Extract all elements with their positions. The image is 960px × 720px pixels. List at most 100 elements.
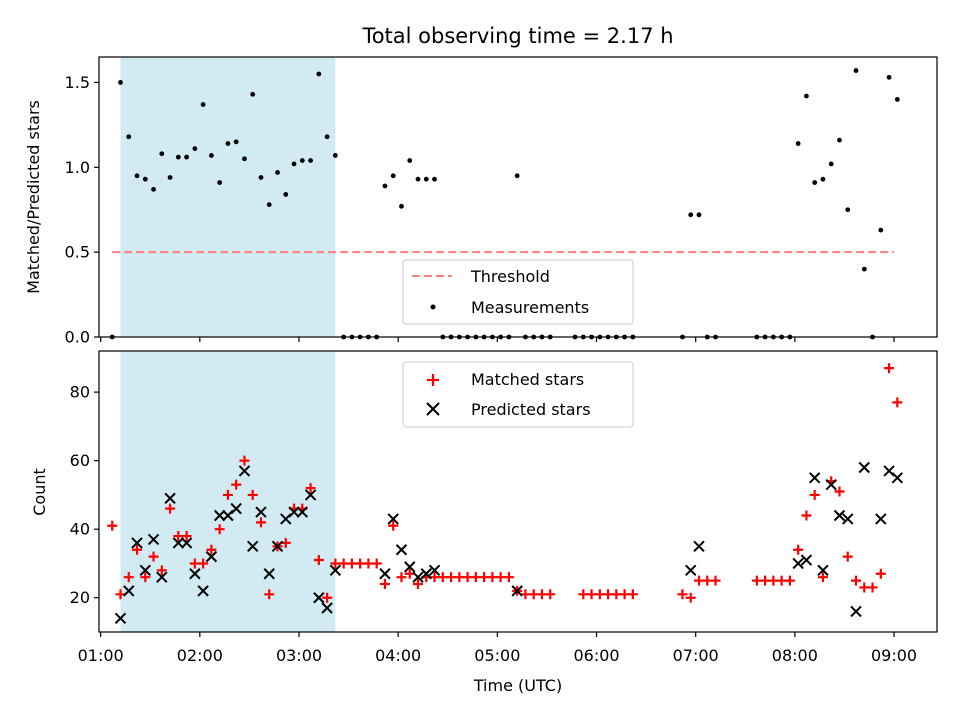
measurement-point	[266, 202, 272, 208]
matched-star-point	[123, 572, 134, 583]
measurement-point	[415, 176, 421, 182]
predicted-star-point	[428, 564, 441, 577]
predicted-star-point	[147, 533, 160, 546]
predicted-star-point	[792, 557, 804, 570]
matched-star-point	[140, 572, 151, 583]
matched-star-point	[148, 551, 159, 562]
matched-star-point	[404, 568, 415, 579]
chart-title: Total observing time = 2.17 h	[361, 24, 673, 48]
matched-star-point	[793, 544, 804, 555]
measurement-point	[804, 93, 809, 99]
measurement-point	[258, 175, 264, 180]
predicted-star-point	[172, 537, 185, 549]
measurement-point	[250, 91, 256, 97]
predicted-star-point	[693, 540, 705, 553]
matched-star-point	[156, 565, 167, 576]
measurement-point	[233, 139, 239, 145]
matched-star-point	[817, 572, 828, 583]
matched-star-point	[842, 551, 853, 562]
matched-star-point	[313, 555, 324, 566]
measurement-point	[407, 158, 413, 163]
top-legend: Threshold Measurements	[402, 259, 634, 325]
matched-star-point	[107, 520, 118, 531]
measurement-point	[812, 180, 818, 185]
measurement-point	[167, 175, 173, 180]
predicted-star-point	[247, 540, 259, 553]
x-tick-label: 06:00	[573, 646, 619, 665]
measurement-point	[208, 153, 214, 158]
measurement-point	[192, 146, 198, 152]
matched-star-point	[255, 517, 266, 528]
measurement-point	[861, 266, 867, 272]
predicted-star-point	[387, 513, 399, 525]
measurement-point	[332, 153, 338, 158]
predicted-star-point	[180, 537, 193, 549]
matched-star-point	[305, 483, 316, 494]
measurement-point	[696, 212, 702, 218]
matched-star-point	[198, 558, 209, 569]
matched-star-point	[685, 592, 696, 603]
predicted-star-point	[255, 506, 267, 518]
matched-star-point	[545, 589, 556, 600]
measurement-point	[324, 134, 330, 140]
measurement-point	[242, 156, 247, 162]
measurement-point	[134, 173, 140, 179]
legend-measurements-label: Measurements	[471, 298, 589, 317]
predicted-star-point	[395, 544, 408, 556]
bottom-x-ticks: 01:00 02:00 03:00 04:00 05:00 06:00 07:00 08:00…	[78, 632, 917, 665]
measurement-point	[283, 192, 289, 197]
predicted-star-point	[875, 513, 887, 525]
matched-star-point	[627, 589, 638, 600]
matched-star-point	[809, 489, 820, 500]
matched-star-point	[801, 510, 812, 521]
matched-star-point	[503, 572, 514, 583]
measurement-point	[514, 173, 520, 179]
top-y-tick-label: 1.0	[65, 158, 90, 177]
matched-star-point	[231, 479, 242, 490]
bottom-legend: Matched stars Predicted stars	[402, 361, 634, 428]
measurement-point	[390, 173, 396, 179]
predicted-star-point	[511, 585, 523, 597]
predicted-star-point	[842, 513, 854, 525]
predicted-star-point	[404, 561, 416, 573]
measurement-point	[217, 180, 223, 185]
matched-star-point	[834, 486, 845, 497]
matched-star-point	[280, 537, 291, 548]
matched-star-point	[388, 520, 399, 531]
matched-star-point	[677, 589, 688, 600]
measurement-point	[886, 74, 892, 80]
predicted-star-point	[800, 554, 813, 566]
measurement-point	[159, 151, 165, 157]
predicted-star-points	[114, 461, 904, 625]
x-tick-label: 05:00	[474, 646, 520, 665]
top-x-ticks	[100, 337, 895, 342]
predicted-star-point	[329, 564, 342, 577]
measurement-point	[184, 154, 190, 160]
predicted-star-point	[156, 571, 168, 583]
matched-star-point	[239, 455, 250, 466]
matched-star-points	[107, 363, 903, 603]
predicted-star-point	[131, 537, 143, 549]
measurement-point	[225, 141, 231, 146]
matched-star-point	[247, 489, 258, 500]
bottom-y-tick-label: 20	[70, 588, 90, 607]
matched-star-point	[214, 524, 225, 535]
measurement-point	[820, 176, 826, 182]
x-tick-label: 01:00	[78, 646, 124, 665]
matched-star-point	[867, 582, 878, 593]
predicted-star-point	[123, 585, 135, 597]
measurement-point	[291, 161, 297, 167]
matched-star-point	[206, 544, 217, 555]
predicted-star-point	[238, 465, 251, 477]
matched-star-point	[784, 575, 795, 586]
matched-star-point	[875, 568, 886, 579]
measurement-point	[142, 176, 148, 182]
predicted-star-point	[296, 506, 309, 518]
predicted-star-point	[205, 550, 218, 563]
legend-predicted-swatch	[426, 402, 440, 416]
top-axes-frame	[98, 56, 938, 338]
matched-star-point	[710, 575, 721, 586]
predicted-star-point	[833, 509, 846, 522]
